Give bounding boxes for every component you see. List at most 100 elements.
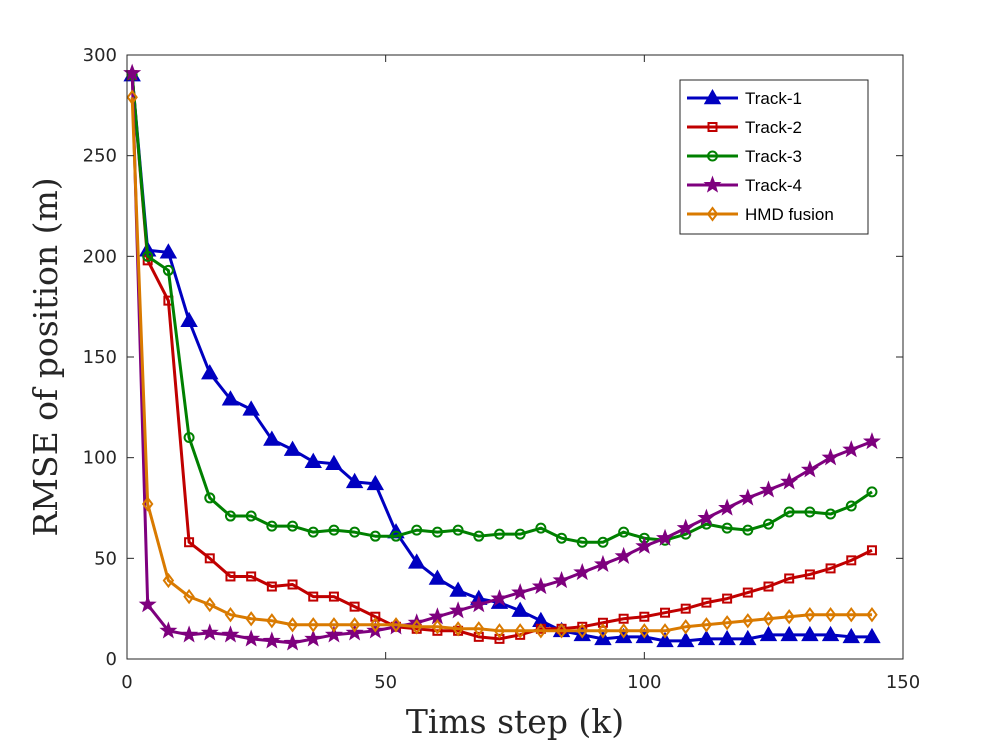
data-point (576, 536, 588, 548)
y-tick-label: 0 (106, 649, 117, 670)
y-axis-label: RMSE of position (m) (26, 177, 65, 536)
data-point (511, 583, 530, 601)
data-point (452, 621, 464, 637)
data-point (576, 623, 589, 639)
data-point (225, 571, 236, 582)
legend-entry: Track-4 (687, 175, 802, 195)
data-point (825, 508, 837, 520)
data-point (370, 611, 381, 622)
data-point (842, 440, 861, 458)
data-point (263, 430, 281, 446)
legend-marker (707, 122, 718, 132)
legend-label: Track-2 (745, 118, 802, 137)
data-point (324, 625, 343, 643)
data-point (328, 617, 340, 633)
data-point (473, 530, 485, 542)
data-point (638, 623, 651, 639)
data-point (821, 448, 840, 466)
data-point (680, 603, 691, 614)
data-point (245, 510, 257, 522)
data-point (431, 526, 443, 538)
data-point (369, 530, 381, 542)
data-point (123, 63, 142, 81)
data-point (656, 631, 674, 648)
data-point (328, 591, 339, 602)
data-point (531, 577, 550, 595)
data-point (242, 400, 260, 416)
data-point (266, 581, 277, 592)
data-point (162, 572, 175, 589)
data-point (762, 611, 775, 627)
data-point (287, 520, 299, 532)
data-point (204, 553, 215, 564)
data-point (824, 607, 837, 623)
data-point (718, 629, 736, 646)
series-track-1 (123, 66, 881, 648)
data-point (738, 488, 757, 506)
data-point (700, 617, 713, 633)
data-point (349, 601, 360, 612)
data-point (618, 613, 629, 624)
legend-label: Track-3 (745, 147, 802, 166)
data-point (366, 474, 385, 491)
legend-marker (707, 150, 718, 162)
data-point (204, 596, 216, 613)
data-point (862, 432, 881, 450)
data-point (142, 250, 154, 262)
data-point (780, 472, 799, 490)
data-point (407, 553, 426, 569)
legend-label: Track-1 (745, 89, 802, 108)
data-point (759, 480, 778, 498)
legend-label: HMD fusion (745, 205, 834, 224)
data-point (283, 440, 302, 456)
legend-marker (706, 206, 719, 222)
x-axis-label: Tims step (k) (406, 702, 624, 741)
data-point (201, 364, 219, 380)
data-point (659, 623, 671, 639)
data-point (126, 89, 138, 105)
legend-entry: Track-3 (687, 147, 802, 166)
data-point (845, 607, 858, 623)
data-point (493, 623, 506, 639)
data-point (701, 597, 712, 608)
data-point (266, 613, 278, 629)
data-point (345, 472, 364, 489)
legend-marker (703, 88, 722, 105)
data-point (573, 562, 592, 581)
data-point (573, 625, 591, 642)
data-point (511, 601, 529, 617)
series-track-3 (126, 69, 878, 548)
data-point (846, 555, 857, 566)
data-point (742, 613, 754, 629)
x-tick-label: 0 (121, 672, 132, 693)
data-point (845, 500, 857, 512)
data-point (614, 546, 633, 564)
data-point (635, 536, 654, 554)
data-point (184, 537, 195, 548)
legend-entry: Track-2 (687, 118, 802, 137)
series-line (130, 75, 873, 641)
y-tick-label: 50 (94, 548, 117, 569)
data-point (183, 588, 195, 605)
data-point (742, 587, 753, 598)
data-point (221, 390, 240, 406)
data-point (783, 506, 795, 518)
data-point (469, 595, 488, 613)
data-point (866, 545, 877, 556)
data-point (162, 264, 174, 276)
legend: Track-1 Track-2 Track-3 Track-4 HMD fusion (679, 79, 869, 235)
y-tick-label: 300 (83, 45, 117, 66)
data-point (783, 609, 795, 625)
data-point (800, 460, 819, 478)
data-point (866, 486, 878, 498)
data-point (762, 518, 774, 530)
data-point (411, 524, 423, 536)
data-point (617, 623, 630, 639)
data-point (804, 607, 816, 623)
data-point (676, 631, 695, 648)
data-point (307, 617, 319, 633)
data-point (304, 452, 322, 468)
data-point (804, 569, 815, 580)
data-point (494, 633, 505, 644)
